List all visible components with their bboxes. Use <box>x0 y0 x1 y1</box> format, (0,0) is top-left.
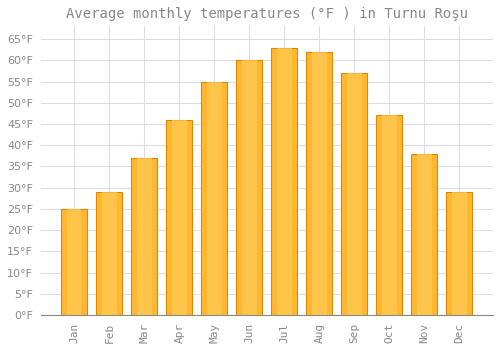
Bar <box>166 120 192 315</box>
Bar <box>446 192 472 315</box>
Title: Average monthly temperatures (°F ) in Turnu Roşu: Average monthly temperatures (°F ) in Tu… <box>66 7 468 21</box>
Bar <box>96 192 122 315</box>
Bar <box>417 154 432 315</box>
Bar <box>376 116 402 315</box>
Bar <box>172 120 186 315</box>
Bar <box>207 82 222 315</box>
Bar <box>382 116 396 315</box>
Bar <box>236 60 262 315</box>
Bar <box>277 48 291 315</box>
Bar <box>411 154 438 315</box>
Bar <box>306 52 332 315</box>
Bar <box>312 52 326 315</box>
Bar <box>102 192 117 315</box>
Bar <box>341 73 367 315</box>
Bar <box>131 158 158 315</box>
Bar <box>201 82 228 315</box>
Bar <box>452 192 466 315</box>
Bar <box>61 209 88 315</box>
Bar <box>242 60 256 315</box>
Bar <box>67 209 82 315</box>
Bar <box>347 73 362 315</box>
Bar <box>271 48 297 315</box>
Bar <box>137 158 152 315</box>
